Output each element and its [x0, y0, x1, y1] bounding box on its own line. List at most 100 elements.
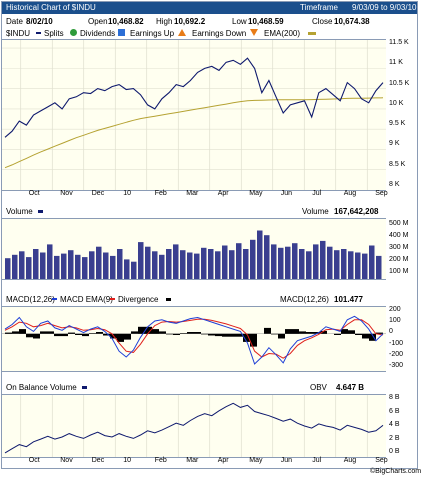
volume-bar — [243, 249, 249, 279]
close-value: 10,674.38 — [334, 17, 370, 26]
macd-line — [4, 315, 384, 365]
volume-legend-icon — [38, 210, 43, 213]
macd-chart — [2, 315, 386, 365]
obv-x-axis: Oct Nov Dec 10 Feb Mar Apr May Jun Jul Aug Sep — [2, 457, 388, 467]
volume-y-axis: 500 M 400 M 300 M 200 M 100 M — [386, 218, 417, 278]
y-tick-label: 100 M — [389, 268, 409, 275]
divergence-bar — [285, 329, 292, 334]
high-label: High — [156, 17, 173, 26]
volume-bar — [47, 244, 53, 279]
splits-icon — [70, 29, 77, 36]
volume-bar — [369, 245, 375, 279]
volume-bar — [33, 249, 39, 279]
close-label: Close — [312, 17, 333, 26]
price-y-axis: 11.5 K 11 K 10.5 K 10 K 9.5 K 9 K 8.5 K 8 K — [386, 39, 417, 189]
volume-bar — [110, 255, 116, 279]
macd-ema-label: MACD EMA(9) — [60, 295, 113, 304]
x-tick-label: Sep — [375, 457, 388, 464]
dividends-icon — [118, 29, 125, 36]
y-tick-label: -300 — [389, 362, 404, 369]
macd-readout: 101.477 — [334, 295, 363, 304]
divergence-bar — [103, 333, 110, 336]
divergence-bar — [173, 333, 180, 335]
macd-ema-line-icon — [110, 298, 115, 300]
volume-bar — [61, 253, 67, 279]
y-tick-label: 500 M — [389, 220, 409, 227]
divergence-bar — [75, 333, 82, 335]
x-tick-label: Mar — [186, 190, 199, 197]
price-panel[interactable] — [2, 39, 386, 191]
volume-bar — [341, 249, 347, 279]
divergence-bar — [278, 333, 285, 339]
divergence-bar — [243, 333, 250, 342]
y-tick-label: 11 K — [389, 59, 403, 67]
obv-y-axis: 8 B 6 B 4 B 2 B 0 B — [386, 394, 417, 456]
volume-bar — [131, 261, 137, 279]
price-line-icon — [36, 32, 41, 34]
divergence-bar — [299, 331, 306, 334]
volume-bar — [285, 246, 291, 279]
timeframe-value[interactable]: 9/03/09 to 9/03/10 — [352, 3, 417, 12]
volume-bar — [54, 255, 60, 279]
x-tick-label: Dec — [91, 457, 105, 464]
ema-line — [4, 97, 384, 169]
divergence-bar — [369, 333, 376, 341]
macd-panel[interactable] — [2, 306, 386, 372]
volume-bar — [376, 255, 382, 279]
volume-bar — [117, 249, 123, 279]
volume-bar — [271, 244, 277, 279]
macd-header: MACD(12,26) MACD EMA(9) Divergence MACD(… — [2, 294, 417, 305]
timeframe-label: Timeframe — [300, 3, 338, 12]
open-label: Open — [88, 17, 108, 26]
divergence-bar — [47, 331, 54, 334]
y-tick-label: 200 — [389, 306, 401, 313]
obv-panel[interactable] — [2, 394, 386, 458]
divergence-bar — [40, 331, 47, 334]
macd-readout-label: MACD(12,26) — [280, 295, 329, 304]
obv-label: On Balance Volume — [6, 383, 77, 392]
price-legend: $INDU Splits Dividends Earnings Up Earni… — [2, 28, 417, 39]
x-tick-label: Apr — [217, 190, 229, 197]
date-label: Date — [6, 17, 23, 26]
y-tick-label: -200 — [389, 350, 404, 358]
divergence-bar — [180, 333, 187, 334]
divergence-bar — [320, 330, 327, 334]
divergence-bar — [26, 333, 33, 338]
obv-readout-label: OBV — [310, 383, 327, 392]
x-tick-label: Dec — [91, 190, 105, 197]
divergence-bar — [271, 333, 278, 335]
volume-panel[interactable] — [2, 218, 386, 280]
x-tick-label: Oct — [28, 457, 40, 464]
x-tick-label: Nov — [60, 190, 73, 197]
copyright: ©BigCharts.com — [370, 468, 422, 475]
y-tick-label: 8.5 K — [389, 160, 406, 168]
y-tick-label: 10.5 K — [389, 79, 410, 87]
x-tick-label: Mar — [186, 457, 199, 464]
volume-bar — [124, 259, 130, 279]
volume-bar — [264, 235, 270, 279]
volume-bar — [89, 251, 95, 279]
volume-bar — [355, 252, 361, 279]
x-tick-label: Jun — [280, 457, 293, 464]
dividends-label: Dividends — [80, 29, 116, 38]
volume-bar — [229, 250, 235, 279]
x-tick-label: Jul — [312, 190, 322, 197]
divergence-bar — [152, 329, 159, 334]
earnings-down-icon — [250, 29, 258, 36]
divergence-bar — [187, 332, 194, 334]
volume-bar — [222, 245, 228, 279]
divergence-bar — [215, 333, 222, 337]
macd-label: MACD(12,26) — [6, 295, 55, 304]
x-tick-label: Oct — [28, 190, 40, 197]
earnings-up-icon — [178, 29, 186, 36]
divergence-bar — [208, 333, 215, 336]
divergence-bar — [19, 329, 26, 334]
chart-title: Historical Chart of $INDU — [6, 3, 96, 12]
divergence-bar — [124, 333, 131, 340]
obv-legend-icon — [82, 386, 87, 389]
y-tick-label: 400 M — [389, 232, 409, 239]
divergence-bar — [201, 333, 208, 335]
volume-readout: 167,642,208 — [334, 207, 379, 216]
divergence-bar — [362, 333, 369, 339]
y-tick-label: 8 K — [389, 181, 400, 188]
